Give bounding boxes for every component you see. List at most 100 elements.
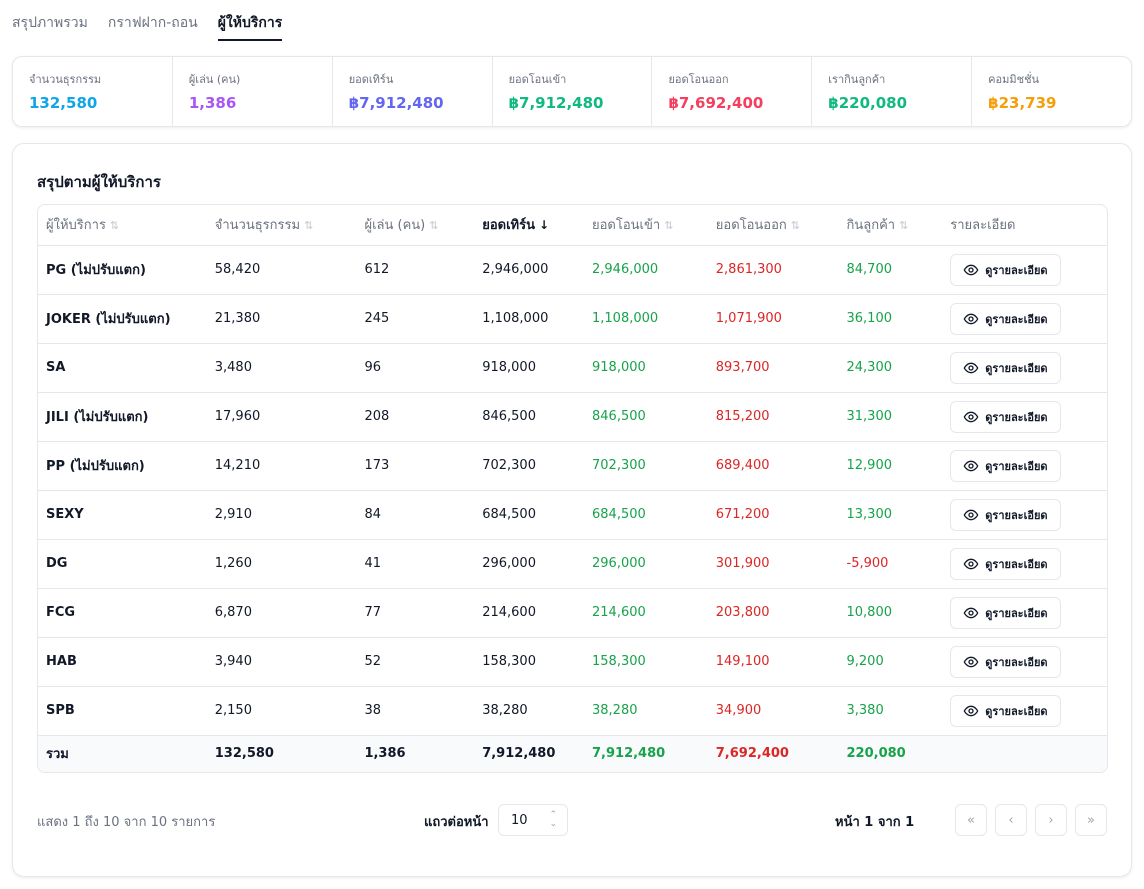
column-label: ผู้เล่น (คน) <box>364 218 426 234</box>
cell-provider: DG <box>38 539 207 589</box>
stat-commission: คอมมิชชั่น ฿23,739 <box>972 57 1131 126</box>
tab-providers[interactable]: ผู้ให้บริการ <box>217 0 283 41</box>
cell-players: 41 <box>356 539 475 589</box>
provider-summary-card: สรุปตามผู้ให้บริการ ผู้ให้บริการ ⇅ จำนวนธ… <box>12 143 1132 877</box>
eye-icon <box>963 360 979 376</box>
stat-profit: เรากินลูกค้า ฿220,080 <box>812 57 973 126</box>
column-header-withdraw[interactable]: ยอดโอนออก ⇅ <box>707 205 839 246</box>
column-header-transactions[interactable]: จำนวนธุรกรรม ⇅ <box>206 205 357 246</box>
column-label: รายละเอียด <box>950 218 1016 234</box>
eye-icon <box>963 507 979 523</box>
total-withdraw: 7,692,400 <box>707 735 839 772</box>
first-page-button[interactable]: « <box>955 804 987 836</box>
cell-details: ดูรายละเอียด <box>942 637 1107 687</box>
tab-overview[interactable]: สรุปภาพรวม <box>12 15 88 31</box>
cell-transactions: 3,940 <box>206 637 357 687</box>
tab-deposit-withdraw-chart[interactable]: กราฟฝาก-ถอน <box>107 15 198 31</box>
cell-details: ดูรายละเอียด <box>942 441 1107 491</box>
stat-deposit: ยอดโอนเข้า ฿7,912,480 <box>493 57 653 126</box>
table-row: SPB 2,150 38 38,280 38,280 34,900 3,380 ดูรายละ… <box>38 686 1107 736</box>
view-details-label: ดูรายละเอียด <box>985 263 1048 277</box>
cell-players: 96 <box>356 343 475 393</box>
total-details-empty <box>942 735 1107 772</box>
cell-profit: 9,200 <box>838 637 943 687</box>
view-details-button[interactable]: ดูรายละเอียด <box>950 547 1061 580</box>
last-page-button[interactable]: » <box>1075 804 1107 836</box>
stat-label: จำนวนธุรกรรม <box>29 73 102 86</box>
rows-per-page-value: 10 <box>511 812 528 828</box>
cell-provider: JOKER (ไม่ปรับแตก) <box>38 294 207 344</box>
sort-icon: ⇅ <box>109 219 120 233</box>
stat-label: ยอดโอนเข้า <box>508 73 567 86</box>
stat-value: 132,580 <box>29 94 98 112</box>
cell-transactions: 21,380 <box>206 294 357 344</box>
cell-details: ดูรายละเอียด <box>942 392 1107 442</box>
cell-deposit: 214,600 <box>584 588 708 638</box>
view-details-button[interactable]: ดูรายละเอียด <box>950 596 1061 629</box>
tab-bar: สรุปภาพรวม กราฟฝาก-ถอน ผู้ให้บริการ <box>12 0 283 42</box>
eye-icon <box>963 556 979 572</box>
column-header-profit[interactable]: กินลูกค้า ⇅ <box>838 205 943 246</box>
prev-page-button[interactable]: ‹ <box>995 804 1027 836</box>
cell-profit: 36,100 <box>838 294 943 344</box>
stat-label: เรากินลูกค้า <box>828 73 886 86</box>
stat-label: ยอดเทิร์น <box>348 73 394 86</box>
cell-deposit: 702,300 <box>584 441 708 491</box>
cell-details: ดูรายละเอียด <box>942 245 1107 295</box>
next-page-button[interactable]: › <box>1035 804 1067 836</box>
cell-details: ดูรายละเอียด <box>942 490 1107 540</box>
cell-withdraw: 34,900 <box>707 686 839 736</box>
view-details-button[interactable]: ดูรายละเอียด <box>950 449 1061 482</box>
stat-value: ฿7,912,480 <box>508 94 604 112</box>
column-label: ยอดโอนเข้า <box>592 218 661 234</box>
view-details-button[interactable]: ดูรายละเอียด <box>950 400 1061 433</box>
column-header-provider[interactable]: ผู้ให้บริการ ⇅ <box>38 205 207 246</box>
view-details-button[interactable]: ดูรายละเอียด <box>950 302 1061 335</box>
cell-turnover: 2,946,000 <box>474 245 584 295</box>
total-deposit: 7,912,480 <box>584 735 708 772</box>
cell-turnover: 1,108,000 <box>474 294 584 344</box>
cell-withdraw: 301,900 <box>707 539 839 589</box>
total-label: รวม <box>38 735 207 772</box>
double-chevron-left-icon: « <box>967 812 975 828</box>
view-details-button[interactable]: ดูรายละเอียด <box>950 498 1061 531</box>
cell-profit: -5,900 <box>838 539 943 589</box>
cell-players: 84 <box>356 490 475 540</box>
stat-value: ฿220,080 <box>828 94 908 112</box>
view-details-button[interactable]: ดูรายละเอียด <box>950 694 1061 727</box>
rows-per-page-select[interactable]: 10 ⌃ ⌄ <box>498 804 568 836</box>
eye-icon <box>963 605 979 621</box>
sort-icon: ⇅ <box>899 219 909 233</box>
rows-per-page-label: แถวต่อหน้า <box>424 815 489 830</box>
column-header-turnover[interactable]: ยอดเทิร์น ↓ <box>474 205 584 246</box>
pagination-summary: แสดง 1 ถึง 10 จาก 10 รายการ <box>37 815 216 830</box>
cell-profit: 13,300 <box>838 490 943 540</box>
stat-value: ฿7,912,480 <box>348 94 444 112</box>
cell-deposit: 684,500 <box>584 490 708 540</box>
view-details-label: ดูรายละเอียด <box>985 704 1048 718</box>
cell-profit: 3,380 <box>838 686 943 736</box>
eye-icon <box>963 409 979 425</box>
provider-table: ผู้ให้บริการ ⇅ จำนวนธุรกรรม ⇅ ผู้เล่น (คน)… <box>38 205 1107 772</box>
table-row: FCG 6,870 77 214,600 214,600 203,800 10,800 ดูร… <box>38 588 1107 638</box>
column-header-deposit[interactable]: ยอดโอนเข้า ⇅ <box>584 205 708 246</box>
cell-profit: 10,800 <box>838 588 943 638</box>
table-row: PG (ไม่ปรับแตก) 58,420 612 2,946,000 2,946,0… <box>38 245 1107 295</box>
view-details-label: ดูรายละเอียด <box>985 410 1048 424</box>
provider-table-wrapper: ผู้ให้บริการ ⇅ จำนวนธุรกรรม ⇅ ผู้เล่น (คน)… <box>37 204 1108 773</box>
cell-details: ดูรายละเอียด <box>942 343 1107 393</box>
column-header-players[interactable]: ผู้เล่น (คน) ⇅ <box>356 205 475 246</box>
view-details-button[interactable]: ดูรายละเอียด <box>950 253 1061 286</box>
view-details-button[interactable]: ดูรายละเอียด <box>950 351 1061 384</box>
cell-provider: SEXY <box>38 490 207 540</box>
cell-players: 612 <box>356 245 475 295</box>
cell-details: ดูรายละเอียด <box>942 588 1107 638</box>
cell-provider: PP (ไม่ปรับแตก) <box>38 441 207 491</box>
stat-transactions: จำนวนธุรกรรม 132,580 <box>13 57 173 126</box>
cell-players: 208 <box>356 392 475 442</box>
cell-transactions: 2,150 <box>206 686 357 736</box>
view-details-button[interactable]: ดูรายละเอียด <box>950 645 1061 678</box>
cell-deposit: 918,000 <box>584 343 708 393</box>
view-details-label: ดูรายละเอียด <box>985 312 1048 326</box>
total-players: 1,386 <box>356 735 475 772</box>
